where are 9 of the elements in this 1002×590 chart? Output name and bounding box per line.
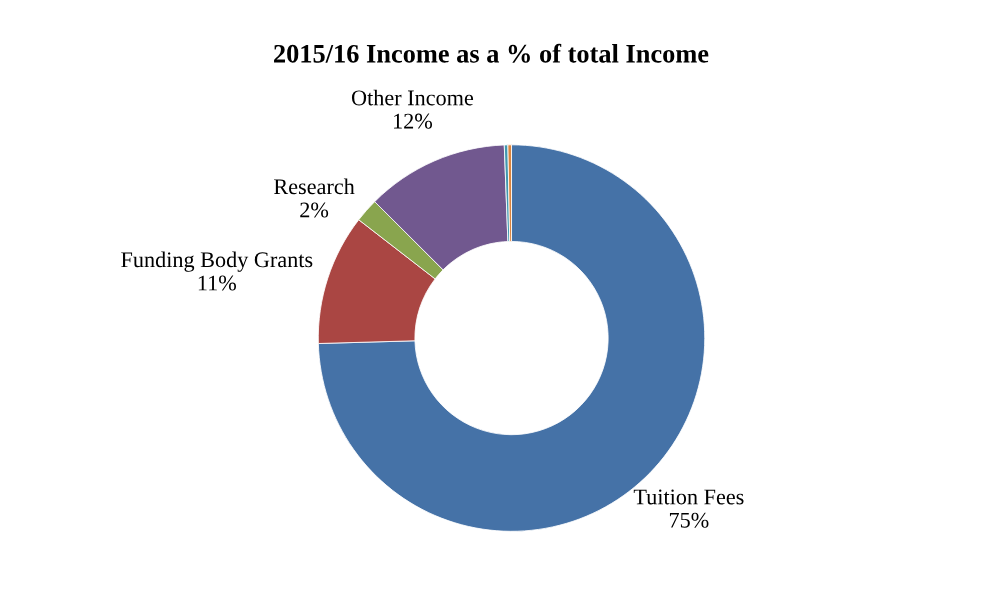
data-label: 12%: [394, 113, 433, 129]
chart-title: 2015/16 Income as a % of total Income: [274, 43, 709, 63]
data-label: 75%: [669, 512, 709, 528]
data-label: 2%: [300, 202, 329, 218]
slice-label: Other Income: [351, 89, 474, 106]
slice-label: Research: [274, 178, 355, 195]
slice-label: Funding Body Grants: [121, 251, 313, 272]
data-label: 11%: [198, 275, 237, 291]
slice-label: Tuition Fees: [633, 489, 744, 505]
